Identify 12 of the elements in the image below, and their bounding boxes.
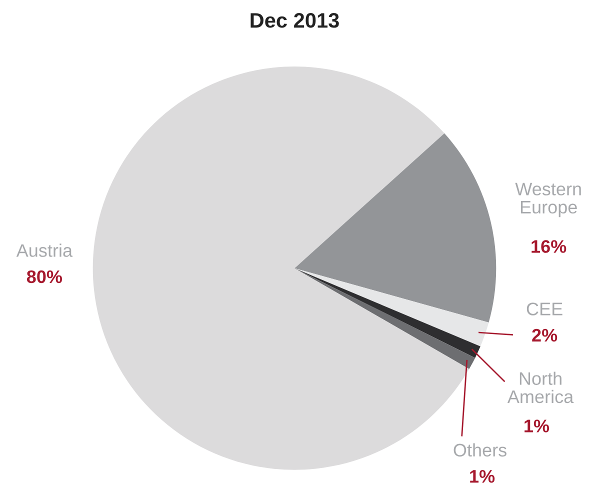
slice-label: CEE — [526, 302, 562, 316]
slice-label: Western Europe — [515, 182, 581, 218]
data-label: 16% — [532, 240, 566, 253]
slice-label: Others — [454, 443, 506, 457]
data-label: 1% — [524, 420, 550, 432]
data-label: 80% — [26, 270, 62, 284]
data-label: 2% — [532, 328, 558, 342]
slice-label: North America — [507, 372, 574, 404]
data-label: 1% — [470, 470, 495, 483]
pie-slice — [294, 133, 496, 322]
chart-title: Dec 2013 — [250, 13, 339, 28]
slice-label: Austria — [16, 244, 73, 257]
